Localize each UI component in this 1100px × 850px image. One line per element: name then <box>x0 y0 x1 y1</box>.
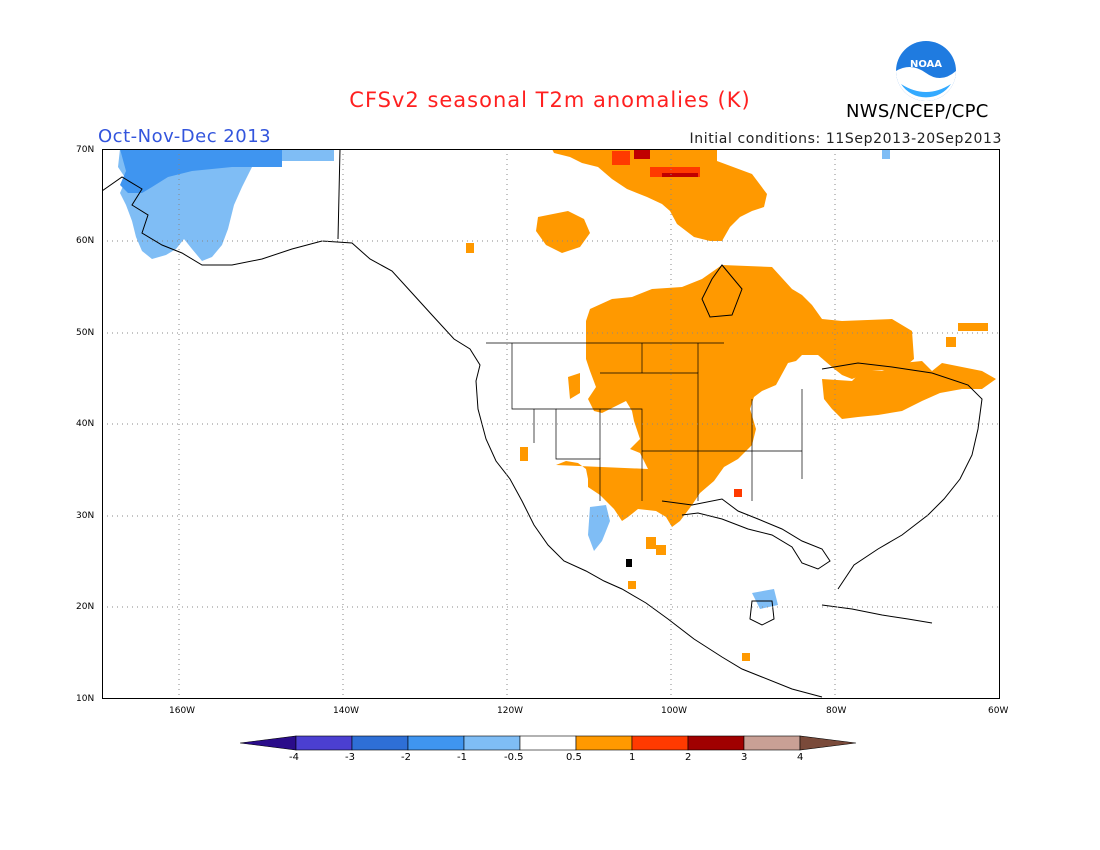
colorbar-label: -3 <box>345 752 355 763</box>
colorbar-segment <box>463 735 521 751</box>
colorbar-segment <box>240 735 297 751</box>
lat-label: 60N <box>76 236 95 246</box>
lon-label: 100W <box>661 706 688 716</box>
lat-label: 20N <box>76 602 95 612</box>
warm-anomaly-regions <box>466 149 996 661</box>
cool-anomaly-regions <box>118 149 890 609</box>
colorbar-segment <box>575 735 633 751</box>
hot-anomaly-regions <box>612 151 742 497</box>
coastlines <box>102 149 983 698</box>
lon-label: 160W <box>169 706 196 716</box>
colorbar-label: -0.5 <box>504 752 524 763</box>
colorbar-label: 3 <box>741 752 748 763</box>
colorbar-segment <box>799 735 857 751</box>
anomaly-map <box>102 149 1000 699</box>
colorbar-label: 0.5 <box>566 752 582 763</box>
colorbar-segment <box>519 735 577 751</box>
forecast-period: Oct-Nov-Dec 2013 <box>98 126 272 147</box>
state-borders <box>486 342 803 501</box>
very-hot-anomaly-regions <box>634 149 698 177</box>
colorbar-segment <box>743 735 801 751</box>
colorbar-label: -4 <box>289 752 299 763</box>
colorbar-segment <box>407 735 465 751</box>
lat-label: 70N <box>76 145 95 155</box>
lat-label: 40N <box>76 419 95 429</box>
colorbar-label: -2 <box>401 752 411 763</box>
logo-text: NOAA <box>910 59 942 70</box>
colorbar-segment <box>351 735 409 751</box>
gridlines <box>102 149 1000 699</box>
chart-title: CFSv2 seasonal T2m anomalies (K) <box>349 88 751 112</box>
colorbar <box>240 735 857 751</box>
noaa-logo: NOAA <box>896 41 956 101</box>
lon-label: 140W <box>333 706 360 716</box>
colorbar-label: 4 <box>797 752 804 763</box>
colorbar-segment <box>631 735 689 751</box>
initial-conditions: Initial conditions: 11Sep2013-20Sep2013 <box>689 131 1002 147</box>
lon-label: 60W <box>988 706 1009 716</box>
lat-label: 10N <box>76 694 95 704</box>
agency-label: NWS/NCEP/CPC <box>846 101 989 122</box>
lat-label: 30N <box>76 511 95 521</box>
colorbar-segment <box>687 735 745 751</box>
lon-label: 80W <box>826 706 847 716</box>
colorbar-label: 2 <box>685 752 692 763</box>
colorbar-segment <box>295 735 353 751</box>
colorbar-label: -1 <box>457 752 467 763</box>
lat-label: 50N <box>76 328 95 338</box>
colorbar-label: 1 <box>629 752 636 763</box>
lon-label: 120W <box>497 706 524 716</box>
